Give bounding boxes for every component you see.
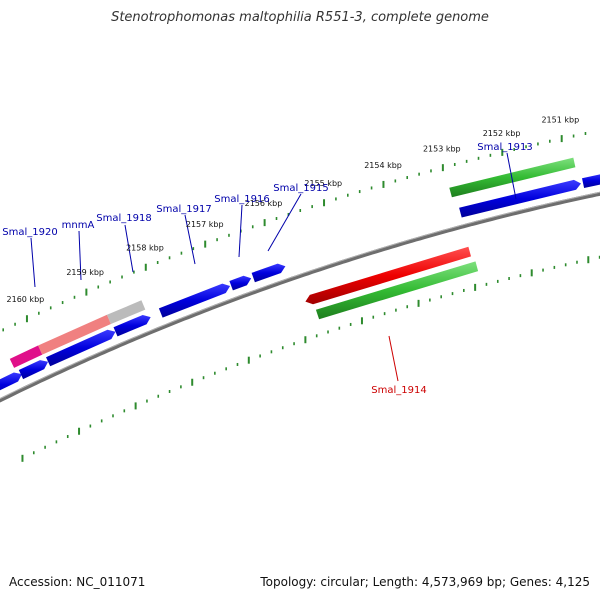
gene-label: Smal_1920 xyxy=(2,227,57,238)
scale-label: 2151 kbp xyxy=(541,116,579,125)
gene-leader-line xyxy=(388,335,399,382)
gene-leader-line xyxy=(238,204,243,258)
gene-leader-line xyxy=(267,193,302,252)
region-highlight-grey xyxy=(107,300,146,324)
scale-label: 2156 kbp xyxy=(245,199,283,208)
backbone-line xyxy=(0,191,600,403)
gene-leader-line xyxy=(184,214,196,265)
cds-feature-green xyxy=(449,157,576,198)
backbone-highlight xyxy=(0,191,600,400)
map-title: Stenotrophomonas maltophilia R551-3, com… xyxy=(111,10,489,25)
gene-label: Smal_1916 xyxy=(214,194,269,205)
region-highlight-pink xyxy=(9,345,43,368)
scale-label: 2153 kbp xyxy=(423,144,461,153)
scale-label: 2158 kbp xyxy=(126,243,164,252)
scale-label: 2152 kbp xyxy=(483,129,521,138)
scale-label: 2154 kbp xyxy=(364,161,402,170)
cds-feature xyxy=(251,263,286,283)
gene-label: Smal_1913 xyxy=(477,142,532,153)
cds-feature xyxy=(46,329,116,367)
cds-feature xyxy=(113,315,151,337)
gene-label: Smal_1918 xyxy=(96,213,151,224)
gene-label: Smal_1915 xyxy=(273,183,328,194)
scale-label: 2157 kbp xyxy=(186,220,224,229)
gene-label: mnmA xyxy=(62,220,95,231)
scale-label: 2159 kbp xyxy=(66,268,104,277)
cds-feature xyxy=(158,283,231,318)
cds-feature xyxy=(582,174,600,188)
cds-feature xyxy=(18,360,49,380)
gene-label: Smal_1917 xyxy=(156,204,211,215)
cds-feature xyxy=(229,275,252,291)
gene-leader-line xyxy=(78,230,82,281)
genome-summary-text: Topology: circular; Length: 4,573,969 bp… xyxy=(260,575,590,589)
gene-leader-line xyxy=(124,224,134,273)
accession-text: Accession: NC_011071 xyxy=(9,575,146,589)
gene-label: Smal_1914 xyxy=(371,385,426,396)
cds-feature-green xyxy=(315,261,479,320)
cds-feature-red xyxy=(305,246,471,305)
scale-label: 2155 kbp xyxy=(304,179,342,188)
scale-label: 2160 kbp xyxy=(7,295,45,304)
region-highlight-salmon xyxy=(38,314,111,355)
gene-leader-line xyxy=(30,237,36,288)
gene-leader-line xyxy=(506,152,517,200)
cds-feature xyxy=(0,372,22,391)
cds-feature xyxy=(459,179,581,218)
